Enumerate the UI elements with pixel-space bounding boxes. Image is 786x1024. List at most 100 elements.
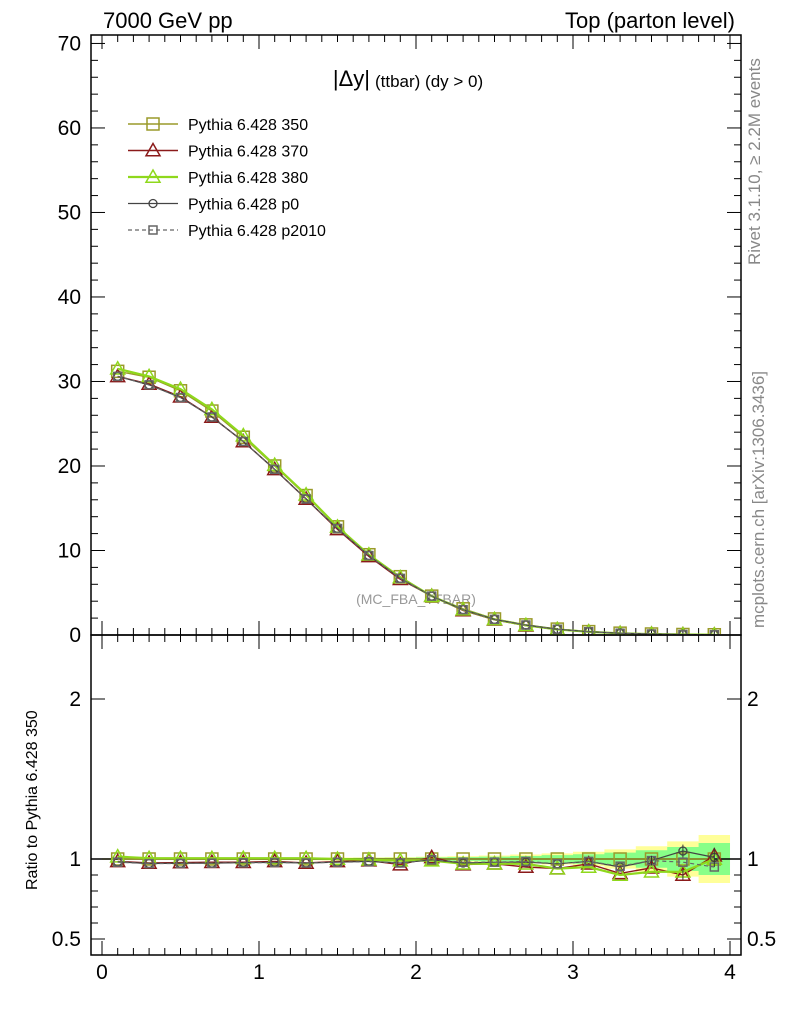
data-point — [269, 464, 280, 475]
x-tick-label: 4 — [724, 961, 736, 984]
data-point — [364, 550, 374, 561]
x-tick-label: 3 — [567, 961, 579, 984]
legend: Pythia 6.428 350 Pythia 6.428 370 Pythia 6… — [128, 117, 326, 240]
data-point — [109, 360, 126, 375]
legend-label: Pythia 6.428 p0 — [188, 197, 299, 214]
legend-label: Pythia 6.428 370 — [188, 144, 308, 161]
plot-title-sub: (ttbar) (dy > 0) — [375, 72, 483, 91]
ratio-data-point — [207, 858, 217, 868]
y-tick-label: 30 — [58, 370, 81, 393]
data-point — [615, 628, 625, 635]
data-point — [203, 400, 221, 416]
ratio-series-group — [91, 835, 741, 883]
series-line — [117, 375, 715, 635]
ratio-data-point — [235, 849, 252, 865]
ratio-data-point — [611, 864, 629, 880]
ratio-data-point — [175, 858, 186, 869]
ratio-y-tick-label: 2 — [69, 688, 81, 711]
ratio-ylabel: Ratio to Pythia 6.428 350 — [24, 710, 41, 890]
data-point — [238, 436, 249, 447]
data-point — [458, 604, 468, 615]
ratio-data-point — [521, 856, 531, 867]
main-series-group — [109, 360, 722, 635]
ratio-data-point — [109, 848, 126, 863]
data-point — [144, 380, 154, 390]
ratio-data-point — [643, 863, 660, 878]
ratio-data-point — [144, 858, 154, 869]
ratio-data-point — [583, 856, 594, 867]
y-tick-label: 0 — [69, 624, 81, 647]
legend-label: Pythia 6.428 350 — [188, 117, 308, 134]
ratio-data-point — [426, 855, 437, 865]
ratio-data-point — [301, 858, 311, 868]
ratio-series-line — [117, 855, 715, 877]
ratio-series-line — [117, 859, 715, 868]
ratio-data-point — [487, 852, 502, 866]
data-point — [140, 367, 158, 383]
ratio-plot-panel: 0.5 0.5 1 1 2 2 0 1 2 3 4 — [52, 634, 776, 984]
ratio-data-point — [458, 857, 468, 867]
data-point — [583, 626, 594, 635]
rivet-text: Rivet 3.1.10, ≥ 2.2M events — [745, 58, 764, 265]
legend-marker — [148, 198, 158, 209]
data-point — [489, 614, 500, 625]
data-point — [426, 591, 437, 601]
header-left: 7000 GeV pp — [103, 8, 233, 33]
x-tick-label: 2 — [410, 961, 422, 984]
x-tick-label: 0 — [96, 961, 108, 984]
ratio-data-point — [615, 861, 625, 871]
data-point — [332, 523, 343, 534]
main-plot-panel: 0 10 20 30 40 50 60 70 (MC_FBA_TTBAR) — [58, 32, 742, 647]
y-tick-label: 60 — [58, 117, 81, 140]
legend-label: Pythia 6.428 p2010 — [188, 223, 326, 240]
ratio-data-point — [678, 857, 688, 867]
ratio-plot-frame — [90, 634, 742, 956]
watermark: (MC_FBA_TTBAR) — [356, 591, 476, 607]
ratio-y-tick-label: 1 — [69, 848, 81, 871]
x-tick-label: 1 — [253, 961, 265, 984]
data-point — [207, 412, 217, 422]
legend-label: Pythia 6.428 380 — [188, 170, 308, 187]
data-point — [552, 624, 563, 635]
ratio-y-tick-label: 0.5 — [52, 928, 81, 951]
data-point — [646, 629, 657, 635]
ratio-data-point — [332, 857, 343, 867]
data-point — [301, 494, 311, 504]
plot-title-main: |Δy| — [333, 66, 370, 91]
data-point — [142, 370, 156, 385]
data-point — [172, 380, 189, 396]
data-point — [112, 371, 123, 382]
mcplots-text: mcplots.cern.ch [arXiv:1306.3436] — [749, 371, 768, 628]
y-tick-label: 10 — [58, 539, 81, 562]
ratio-data-point — [238, 858, 249, 868]
data-point — [395, 573, 406, 584]
ratio-data-point — [112, 857, 123, 867]
ratio-data-point — [266, 849, 283, 865]
y-tick-label: 40 — [58, 286, 81, 309]
ratio-data-point — [550, 852, 565, 866]
ratio-data-point — [674, 866, 692, 881]
header-right: Top (parton level) — [565, 8, 735, 33]
ratio-data-point — [611, 866, 629, 881]
data-point — [175, 392, 186, 403]
ratio-data-point — [269, 857, 280, 868]
ratio-y-tick-label-right: 1 — [747, 848, 759, 871]
data-point — [297, 486, 315, 501]
legend-marker — [146, 117, 160, 131]
data-point — [267, 459, 282, 473]
ratio-y-tick-label-right: 2 — [747, 688, 759, 711]
y-tick-label: 50 — [58, 201, 81, 224]
ratio-data-point — [395, 858, 406, 868]
ratio-data-point — [552, 859, 563, 869]
data-point — [266, 456, 283, 472]
data-point — [521, 620, 531, 630]
ratio-data-point — [364, 856, 374, 867]
legend-marker — [148, 225, 158, 235]
legend-marker — [144, 141, 162, 157]
ratio-data-point — [643, 859, 660, 874]
ratio-data-point — [489, 857, 500, 867]
data-point — [299, 488, 313, 503]
y-tick-label: 20 — [58, 455, 81, 478]
y-tick-label: 70 — [58, 32, 81, 55]
